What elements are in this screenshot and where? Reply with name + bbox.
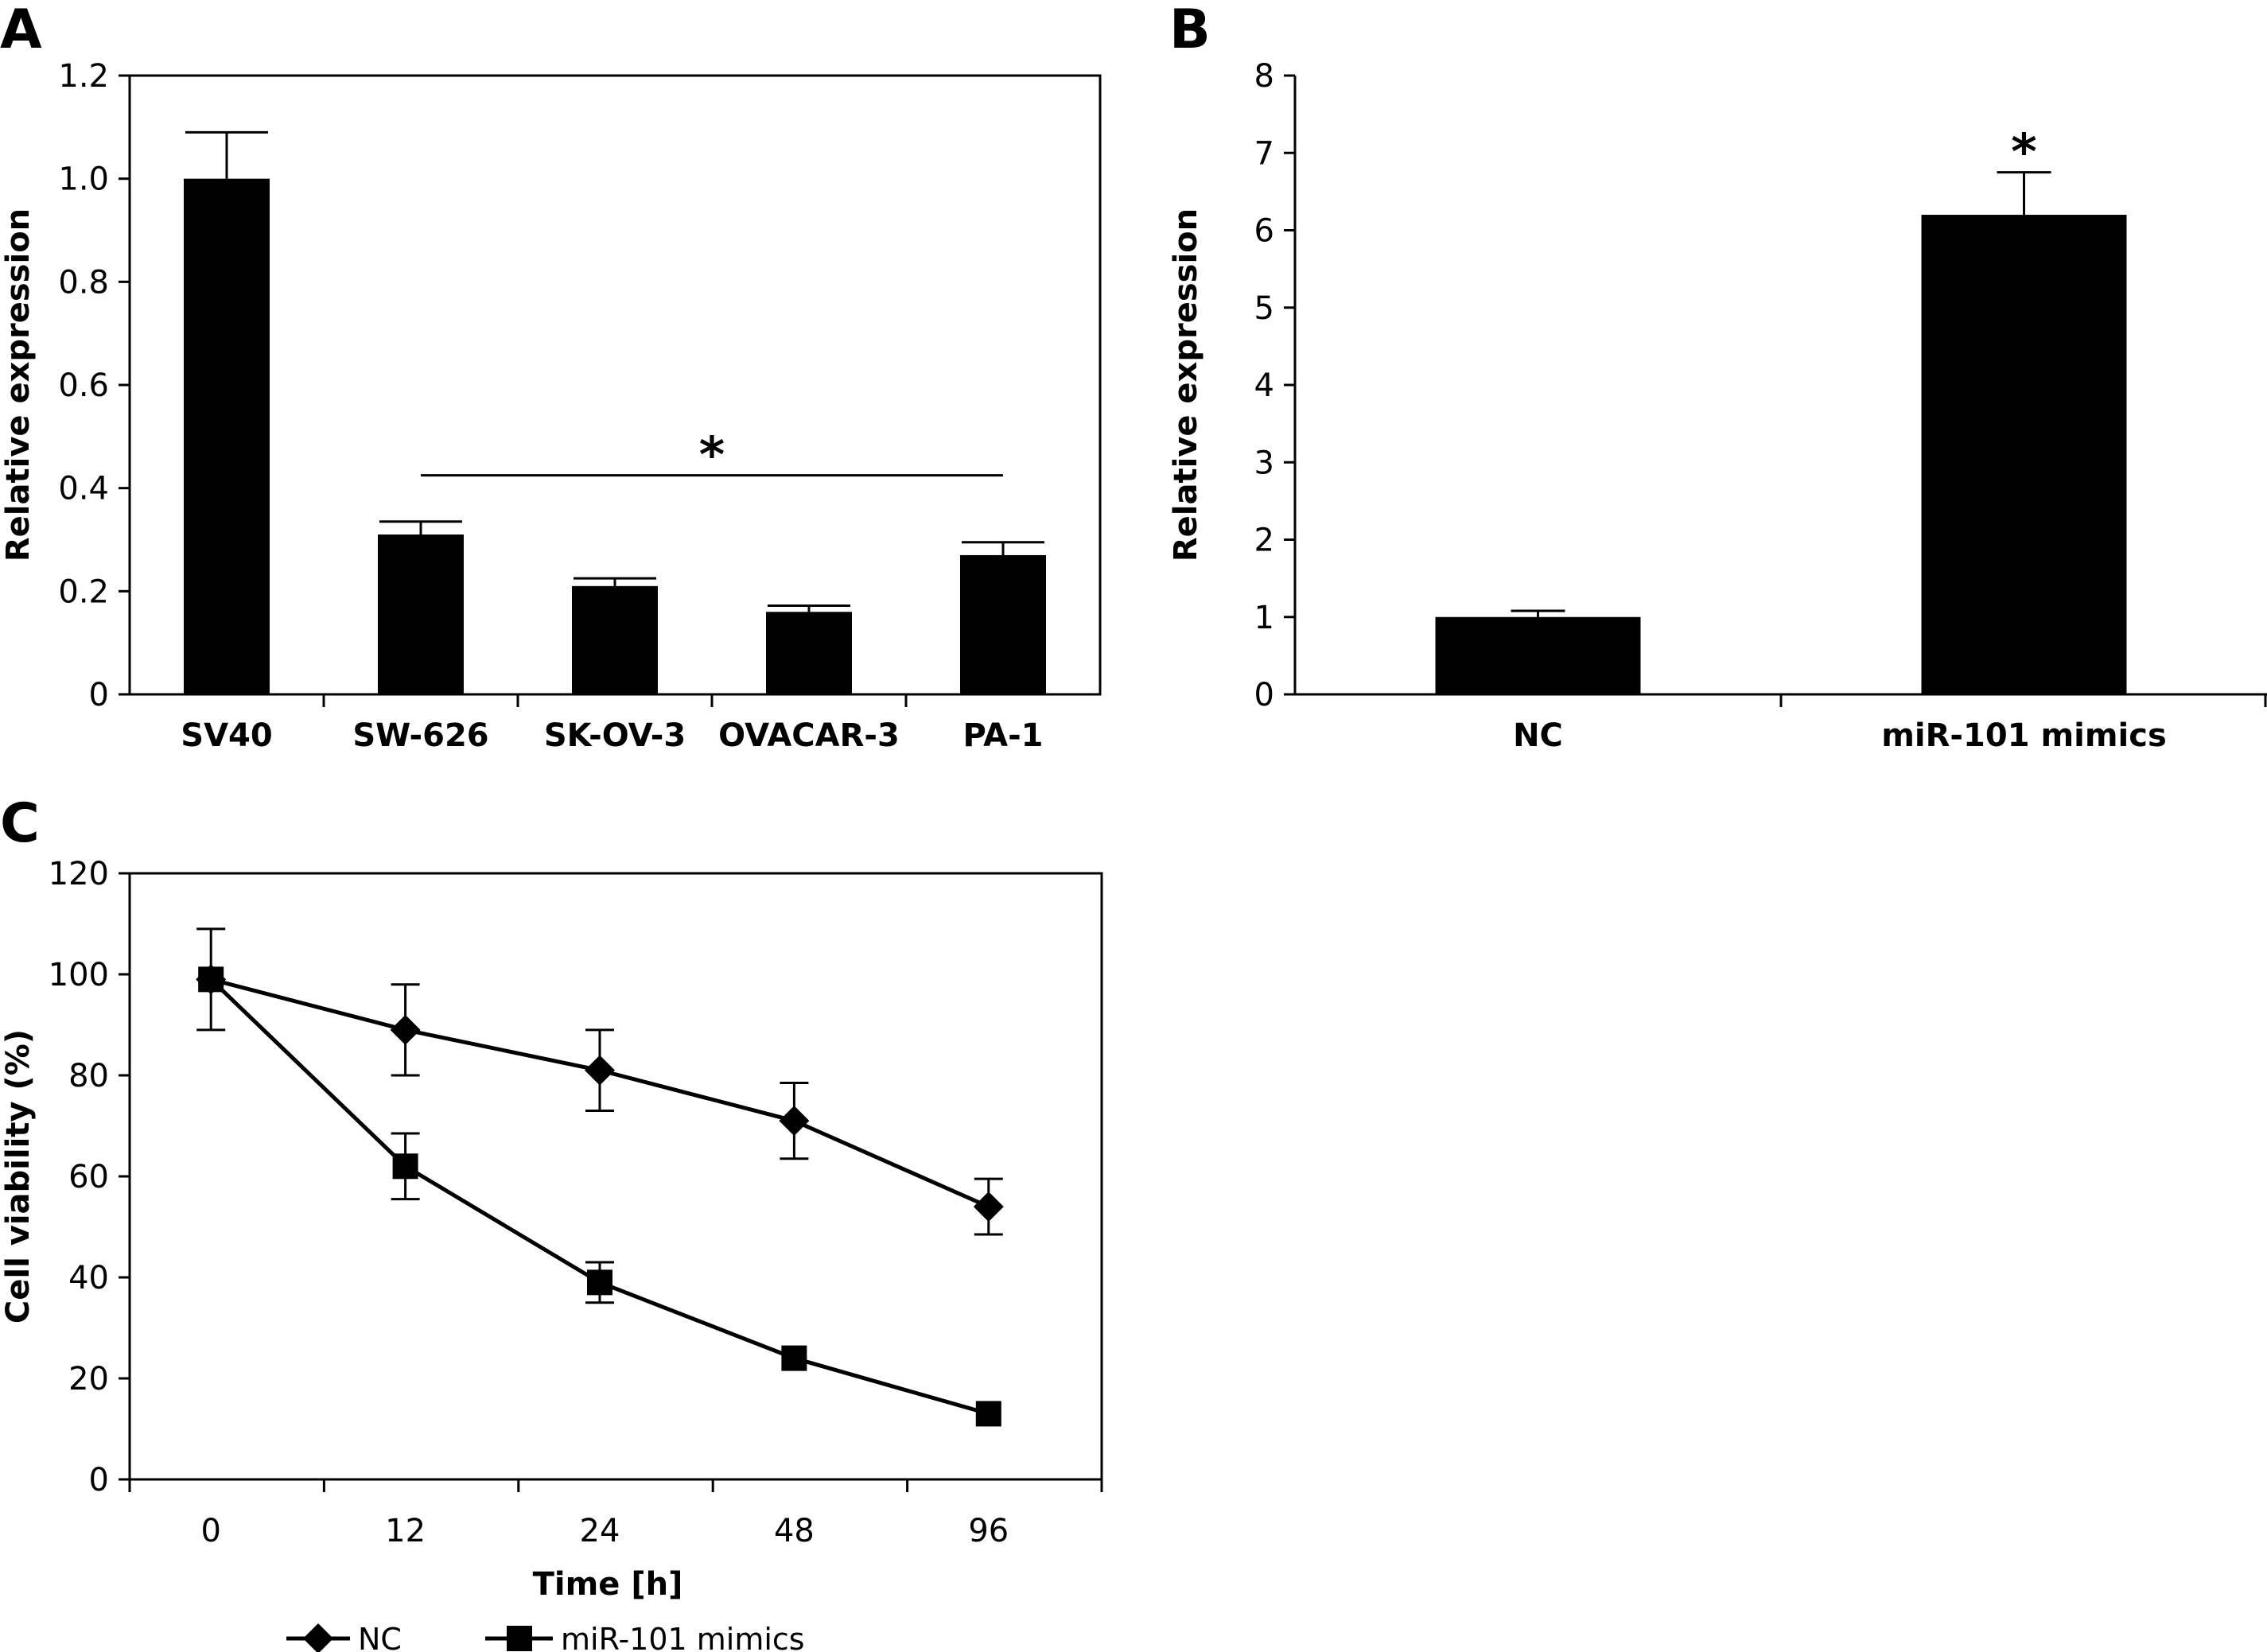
y-tick-label: 8 [1254, 58, 1274, 95]
bar-sw-626 [378, 534, 464, 694]
bar-ovacar-3 [766, 612, 852, 694]
y-tick-label: 0.4 [58, 471, 109, 507]
data-point-diamond [973, 1191, 1004, 1222]
panel-letter-c: C [0, 792, 40, 855]
data-point-diamond [585, 1055, 615, 1086]
chart-b: 0 1 2 3 4 5 6 7 8 Relative expression NC miR-101 mi… [1168, 58, 2267, 754]
x-category-label: NC [1513, 717, 1563, 754]
panel-letter-b: B [1169, 0, 1211, 61]
y-tick-label: 6 [1254, 213, 1274, 250]
bar-sk-ov-3 [572, 585, 658, 694]
y-tick-label: 1.2 [58, 58, 109, 95]
chart-a: 0 0.2 0.4 0.6 0.8 1.0 1.2 Relative expression SV… [0, 58, 1102, 754]
bar-nc [1435, 616, 1641, 694]
y-tick-label: 1.0 [58, 161, 109, 198]
bar-sv40 [184, 178, 270, 694]
x-category-label: SV40 [181, 717, 272, 754]
y-tick-label: 5 [1254, 290, 1274, 327]
y-tick-label: 1 [1254, 600, 1274, 636]
y-tick-label: 0.8 [58, 264, 109, 301]
y-axis-title: Cell viability (%) [0, 1029, 37, 1324]
y-tick-label: 2 [1254, 523, 1274, 559]
y-tick-label: 7 [1254, 135, 1274, 172]
y-tick-label: 0 [1254, 677, 1274, 713]
y-tick-label: 60 [68, 1159, 109, 1195]
significance-star: * [2011, 123, 2036, 181]
data-point-diamond [779, 1106, 810, 1137]
bar-pa-1 [960, 554, 1046, 694]
y-tick-label: 120 [49, 856, 109, 892]
x-category-label: OVACAR-3 [718, 717, 900, 754]
y-tick-label: 40 [68, 1260, 109, 1296]
y-tick-label: 3 [1254, 445, 1274, 481]
y-tick-label: 0.6 [58, 367, 109, 404]
bar-mir-101-mimics [1921, 215, 2127, 694]
y-tick-label: 0 [89, 677, 109, 713]
x-tick-label: 96 [968, 1513, 1009, 1549]
data-point-square [781, 1345, 807, 1371]
y-tick-label: 4 [1254, 367, 1274, 404]
x-axis-title: Time [h] [533, 1566, 683, 1603]
y-tick-label: 0 [89, 1462, 109, 1498]
x-tick-label: 0 [200, 1513, 220, 1549]
legend-marker-mir-101-mimics [507, 1626, 532, 1651]
data-point-diamond [390, 1014, 421, 1045]
legend-marker-nc [303, 1623, 333, 1652]
x-category-label: SK-OV-3 [544, 717, 686, 754]
y-tick-label: 0.2 [58, 573, 109, 610]
y-axis-title: Relative expression [1168, 208, 1204, 562]
data-point-square [587, 1269, 612, 1296]
legend-label-mir-101-mimics: miR-101 mimics [561, 1622, 805, 1652]
data-point-square [975, 1401, 1001, 1427]
plot-frame [128, 872, 1103, 1481]
y-tick-label: 100 [49, 957, 109, 993]
x-tick-label: 48 [774, 1513, 815, 1549]
data-point-square [198, 966, 224, 993]
legend-label-nc: NC [358, 1622, 402, 1652]
x-tick-label: 24 [580, 1513, 620, 1549]
significance-star: * [699, 426, 725, 484]
y-tick-label: 80 [68, 1058, 109, 1094]
x-category-label: PA-1 [962, 717, 1043, 754]
data-point-square [392, 1153, 418, 1180]
x-tick-label: 12 [385, 1513, 426, 1549]
x-category-label: miR-101 mimics [1881, 717, 2167, 754]
y-tick-label: 20 [68, 1361, 109, 1397]
chart-c: 0 20 40 60 80 100 120 Cell viability (%) 0 12 24 48… [0, 856, 1103, 1652]
y-axis-title: Relative expression [0, 208, 37, 562]
x-category-label: SW-626 [352, 717, 488, 754]
panel-letter-a: A [0, 0, 42, 61]
